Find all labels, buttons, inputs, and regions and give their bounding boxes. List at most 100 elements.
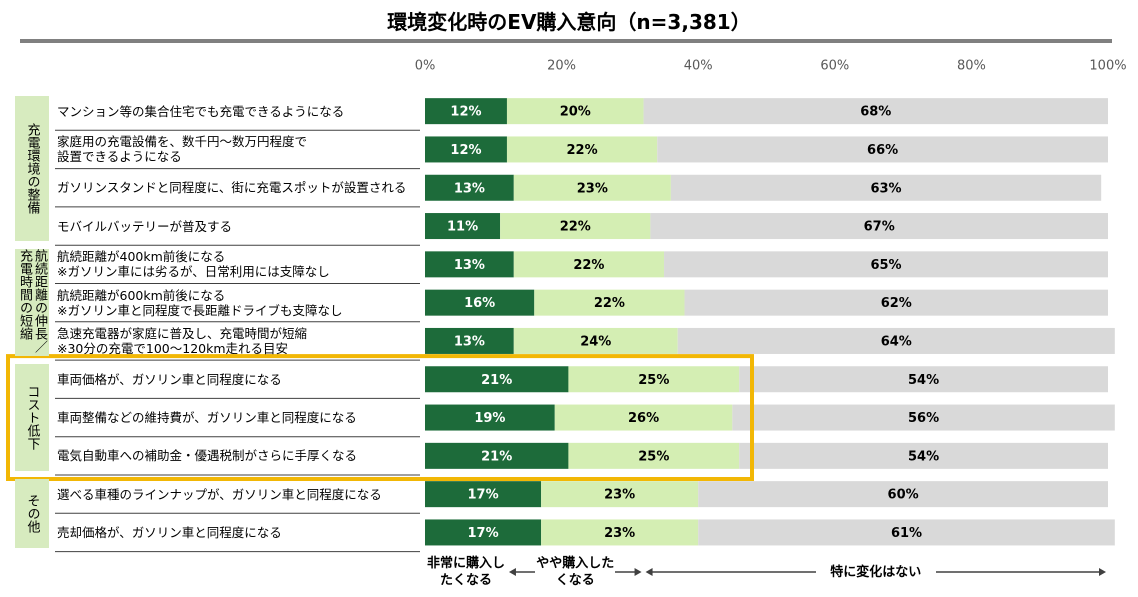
value-label: 65%	[870, 258, 901, 273]
bar-segment	[739, 442, 1108, 469]
category-label: 電気自動車への補助金・優遇税制がさらに手厚くなる	[57, 448, 358, 464]
category-label: 車両整備などの維持費が、ガソリン車と同程度になる	[57, 410, 357, 426]
bar-segment	[425, 213, 501, 240]
bar-segment	[739, 366, 1108, 393]
bar-segment	[541, 519, 699, 546]
bar-segment	[664, 251, 1108, 278]
value-label: 22%	[567, 143, 598, 158]
bar-segment	[506, 98, 644, 125]
group-label: その他	[15, 479, 49, 548]
category-label: 選べる車種のラインナップが、ガソリン車と同程度になる	[57, 486, 382, 502]
value-label: 21%	[481, 373, 512, 388]
x-tick-label: 40%	[684, 59, 713, 74]
value-label: 23%	[577, 181, 608, 196]
value-label: 25%	[638, 373, 669, 388]
value-label: 67%	[864, 220, 895, 235]
bar-segment	[698, 481, 1108, 508]
bar-segment	[425, 404, 555, 431]
group-label: コスト低下	[15, 364, 49, 471]
bar-segment	[670, 174, 1102, 201]
value-label: 54%	[908, 373, 939, 388]
value-label: 24%	[580, 334, 611, 349]
value-label: 54%	[908, 449, 939, 464]
bar-segment	[425, 251, 514, 278]
value-label: 17%	[467, 526, 498, 541]
value-label: 19%	[474, 411, 505, 426]
bar-segment	[425, 519, 542, 546]
x-tick-label: 0%	[415, 59, 436, 74]
bar-segment	[554, 404, 733, 431]
value-label: 20%	[560, 105, 591, 120]
x-tick-label: 100%	[1089, 59, 1126, 74]
group-label: 航続距離の伸長／充電時間の短縮	[15, 249, 49, 357]
legend-label: 非常に購入したくなる	[425, 555, 506, 589]
value-label: 23%	[604, 488, 635, 503]
value-label: 62%	[881, 296, 912, 311]
bar-segment	[732, 404, 1115, 431]
bar-segment	[425, 366, 569, 393]
bar-segment	[534, 289, 685, 316]
highlight-box	[6, 354, 754, 482]
value-label: 22%	[560, 220, 591, 235]
value-label: 13%	[454, 334, 485, 349]
category-label: マンション等の集合住宅でも充電できるようになる	[57, 103, 345, 119]
value-label: 66%	[867, 143, 898, 158]
bar-segment	[425, 98, 507, 125]
bar-segment	[650, 213, 1108, 240]
category-label: 航続距離が400km前後になる ※ガソリン車には劣るが、日常利用には支障なし	[57, 249, 330, 280]
x-tick-label: 60%	[820, 59, 849, 74]
value-label: 12%	[450, 105, 481, 120]
bar-segment	[425, 136, 507, 163]
bar-segment	[568, 366, 740, 393]
bar-segment	[684, 289, 1108, 316]
value-label: 60%	[888, 488, 919, 503]
x-tick-label: 20%	[547, 59, 576, 74]
bar-segment	[425, 327, 514, 354]
category-label: 航続距離が600km前後になる ※ガソリン車と同程度で長距離ドライブも支障なし	[57, 287, 343, 318]
bar-segment	[643, 98, 1108, 125]
value-label: 61%	[891, 526, 922, 541]
value-label: 16%	[464, 296, 495, 311]
category-label: 家庭用の充電設備を、数千円～数万円程度で 設置できるようになる	[57, 134, 308, 165]
chart-title: 環境変化時のEV購入意向（n=3,381）	[387, 10, 751, 34]
bar-segment	[506, 136, 658, 163]
category-label: 急速充電器が家庭に普及し、充電時間が短縮 ※30分の充電で100～120km走れ…	[57, 325, 308, 356]
value-label: 22%	[573, 258, 604, 273]
category-label: 売却価格が、ガソリン車と同程度になる	[57, 524, 282, 540]
bar-segment	[513, 174, 671, 201]
bar-segment	[425, 481, 542, 508]
value-label: 25%	[638, 449, 669, 464]
bar-segment	[677, 327, 1115, 354]
value-label: 68%	[860, 105, 891, 120]
value-label: 56%	[908, 411, 939, 426]
value-label: 11%	[447, 220, 478, 235]
bar-segment	[425, 442, 569, 469]
x-tick-label: 80%	[957, 59, 986, 74]
value-label: 12%	[450, 143, 481, 158]
value-label: 22%	[594, 296, 625, 311]
value-label: 23%	[604, 526, 635, 541]
value-label: 63%	[870, 181, 901, 196]
bar-segment	[425, 174, 514, 201]
value-label: 26%	[628, 411, 659, 426]
category-label: モバイルバッテリーが普及する	[57, 218, 233, 234]
bar-segment	[657, 136, 1108, 163]
category-label: ガソリンスタンドと同程度に、街に充電スポットが設置される	[57, 180, 407, 196]
value-label: 13%	[454, 181, 485, 196]
bar-segment	[425, 289, 535, 316]
bar-segment	[568, 442, 740, 469]
bar-segment	[500, 213, 651, 240]
bar-segment	[513, 251, 665, 278]
bar-segment	[698, 519, 1115, 546]
legend-label: 特に変化はない	[815, 564, 936, 581]
value-label: 17%	[467, 488, 498, 503]
value-label: 13%	[454, 258, 485, 273]
group-label: 充電環境の整備	[15, 96, 49, 242]
value-label: 21%	[481, 449, 512, 464]
bar-segment	[541, 481, 699, 508]
value-label: 64%	[881, 334, 912, 349]
category-label: 車両価格が、ガソリン車と同程度になる	[57, 371, 282, 387]
bar-segment	[513, 327, 678, 354]
